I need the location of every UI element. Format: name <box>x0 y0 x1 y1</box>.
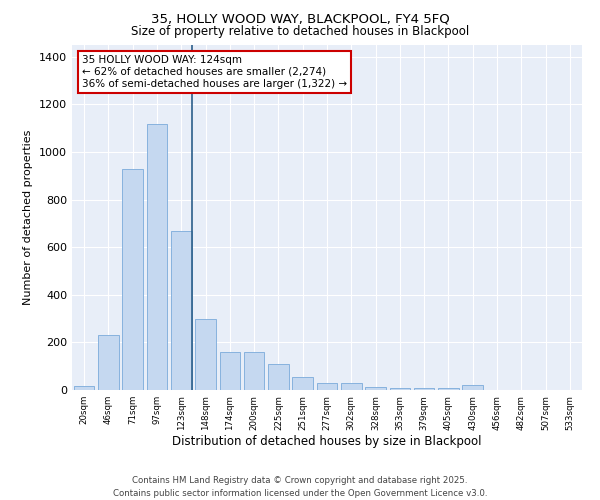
Bar <box>98 336 119 390</box>
Bar <box>389 388 410 390</box>
Bar <box>268 364 289 390</box>
Bar <box>244 352 265 390</box>
Bar <box>195 318 216 390</box>
Bar <box>146 124 167 390</box>
Bar <box>414 388 434 390</box>
Bar <box>365 387 386 390</box>
Bar <box>74 386 94 390</box>
Bar <box>122 168 143 390</box>
Text: 35 HOLLY WOOD WAY: 124sqm
← 62% of detached houses are smaller (2,274)
36% of se: 35 HOLLY WOOD WAY: 124sqm ← 62% of detac… <box>82 56 347 88</box>
Y-axis label: Number of detached properties: Number of detached properties <box>23 130 34 305</box>
Bar <box>341 384 362 390</box>
X-axis label: Distribution of detached houses by size in Blackpool: Distribution of detached houses by size … <box>172 436 482 448</box>
Bar <box>292 377 313 390</box>
Bar <box>438 388 459 390</box>
Bar <box>171 230 191 390</box>
Bar <box>317 383 337 390</box>
Text: 35, HOLLY WOOD WAY, BLACKPOOL, FY4 5FQ: 35, HOLLY WOOD WAY, BLACKPOOL, FY4 5FQ <box>151 12 449 26</box>
Text: Size of property relative to detached houses in Blackpool: Size of property relative to detached ho… <box>131 25 469 38</box>
Bar <box>463 385 483 390</box>
Bar <box>220 352 240 390</box>
Text: Contains HM Land Registry data © Crown copyright and database right 2025.
Contai: Contains HM Land Registry data © Crown c… <box>113 476 487 498</box>
